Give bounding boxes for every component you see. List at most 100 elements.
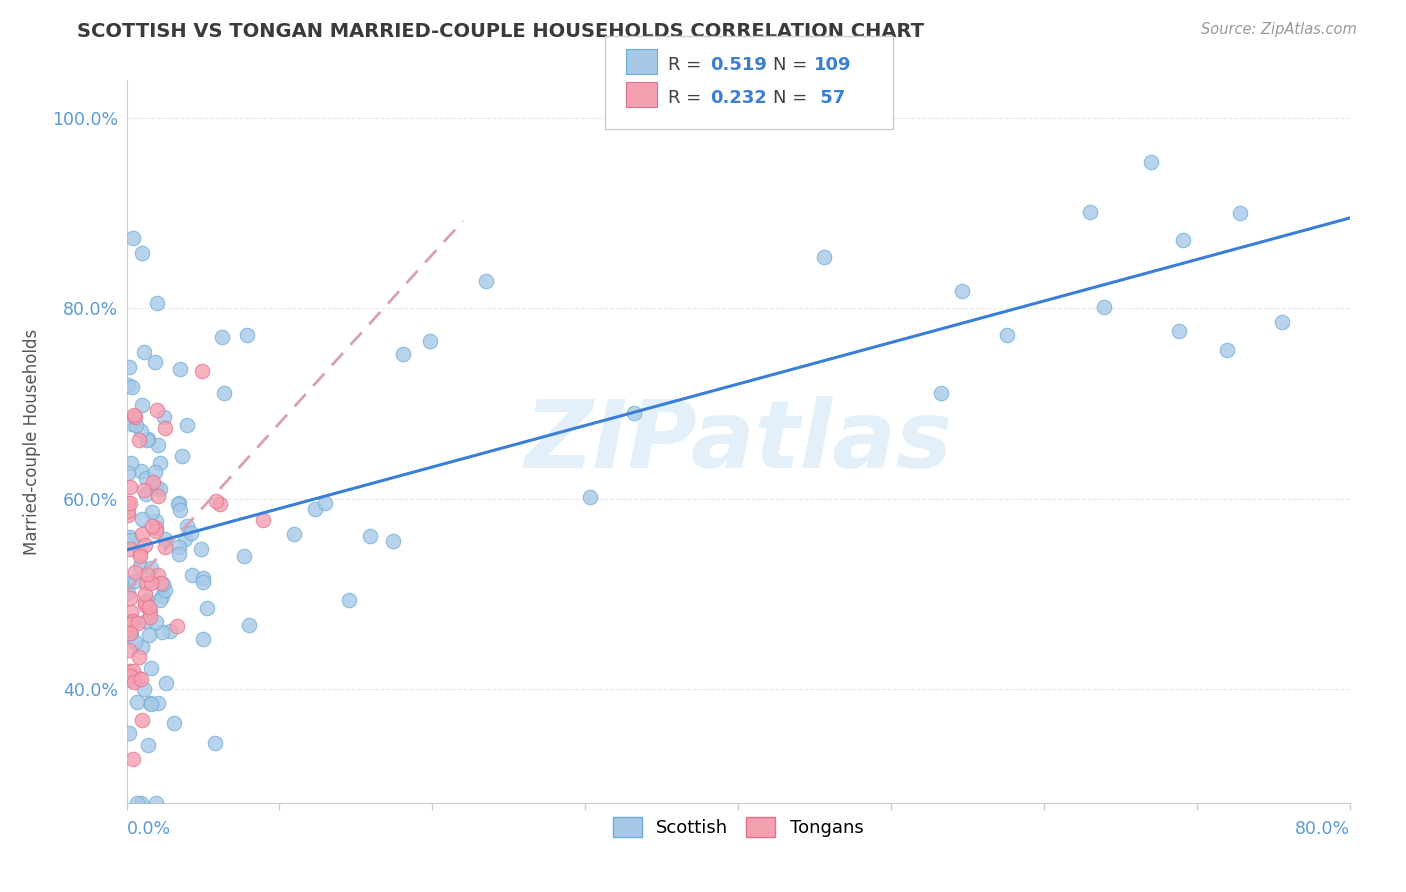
Point: [120, 673, 142, 687]
Point: [191, 632, 214, 646]
Point: [180, 526, 202, 541]
Text: R =: R =: [668, 89, 707, 107]
Text: 0.232: 0.232: [710, 89, 766, 107]
Point: [169, 503, 191, 517]
Point: [118, 622, 141, 636]
Point: [145, 796, 167, 810]
Point: [129, 549, 152, 563]
Point: [167, 547, 190, 561]
Point: [135, 576, 157, 591]
Text: 109: 109: [814, 56, 852, 74]
Point: [139, 696, 162, 710]
Point: [141, 505, 163, 519]
Point: [143, 465, 166, 479]
Point: [995, 327, 1018, 342]
Point: [129, 464, 152, 478]
Point: [120, 617, 142, 632]
Point: [1167, 324, 1189, 338]
Point: [153, 532, 176, 546]
Point: [122, 675, 145, 690]
Point: [153, 540, 176, 554]
Point: [117, 496, 139, 510]
Point: [138, 600, 160, 615]
Point: [117, 508, 139, 522]
Text: N =: N =: [773, 56, 813, 74]
Point: [132, 682, 155, 697]
Point: [419, 334, 441, 349]
Point: [139, 604, 162, 618]
Point: [304, 501, 326, 516]
Point: [131, 527, 153, 541]
Point: [124, 565, 146, 579]
Point: [141, 576, 163, 591]
Text: Source: ZipAtlas.com: Source: ZipAtlas.com: [1201, 22, 1357, 37]
Point: [136, 433, 159, 447]
Point: [1080, 205, 1102, 219]
Point: [129, 672, 152, 686]
Point: [145, 403, 167, 417]
Point: [149, 593, 172, 607]
Point: [148, 567, 170, 582]
Point: [118, 496, 141, 510]
Point: [169, 541, 191, 555]
Point: [118, 359, 141, 374]
Point: [134, 586, 156, 600]
Point: [392, 346, 415, 360]
Point: [314, 496, 336, 510]
Point: [190, 541, 212, 556]
Point: [120, 669, 142, 683]
Point: [120, 606, 142, 620]
Text: 0.519: 0.519: [710, 56, 766, 74]
Point: [1092, 301, 1115, 315]
Point: [193, 574, 215, 589]
Point: [145, 524, 167, 539]
Point: [131, 714, 153, 728]
Point: [120, 627, 142, 641]
Point: [139, 661, 162, 675]
Point: [127, 615, 149, 630]
Point: [145, 514, 167, 528]
Text: N =: N =: [773, 89, 813, 107]
Point: [128, 650, 150, 665]
Point: [124, 574, 146, 588]
Point: [132, 345, 155, 359]
Point: [1271, 315, 1294, 329]
Point: [129, 796, 152, 810]
Point: [131, 398, 153, 412]
Point: [128, 433, 150, 447]
Point: [117, 377, 139, 392]
Text: 57: 57: [814, 89, 845, 107]
Point: [118, 591, 141, 605]
Point: [141, 519, 163, 533]
Point: [120, 626, 142, 640]
Point: [117, 466, 139, 480]
Point: [149, 482, 172, 496]
Point: [359, 529, 381, 543]
Point: [131, 246, 153, 260]
Point: [134, 539, 156, 553]
Point: [212, 385, 235, 400]
Y-axis label: Married-couple Households: Married-couple Households: [22, 328, 41, 555]
Point: [145, 615, 167, 629]
Point: [209, 497, 232, 511]
Point: [136, 738, 159, 752]
Point: [128, 559, 150, 574]
Point: [176, 417, 198, 432]
Point: [145, 480, 167, 494]
Point: [1140, 155, 1163, 169]
Point: [152, 625, 174, 640]
Point: [122, 752, 145, 766]
Point: [118, 726, 141, 740]
Point: [283, 527, 305, 541]
Point: [135, 487, 157, 501]
Point: [232, 549, 254, 563]
Point: [153, 420, 176, 434]
Point: [159, 624, 181, 639]
Point: [129, 424, 152, 438]
Point: [146, 489, 169, 503]
Text: ZIPatlas: ZIPatlas: [524, 395, 952, 488]
Point: [205, 494, 228, 508]
Point: [170, 449, 193, 463]
Point: [125, 796, 148, 810]
Point: [236, 327, 259, 342]
